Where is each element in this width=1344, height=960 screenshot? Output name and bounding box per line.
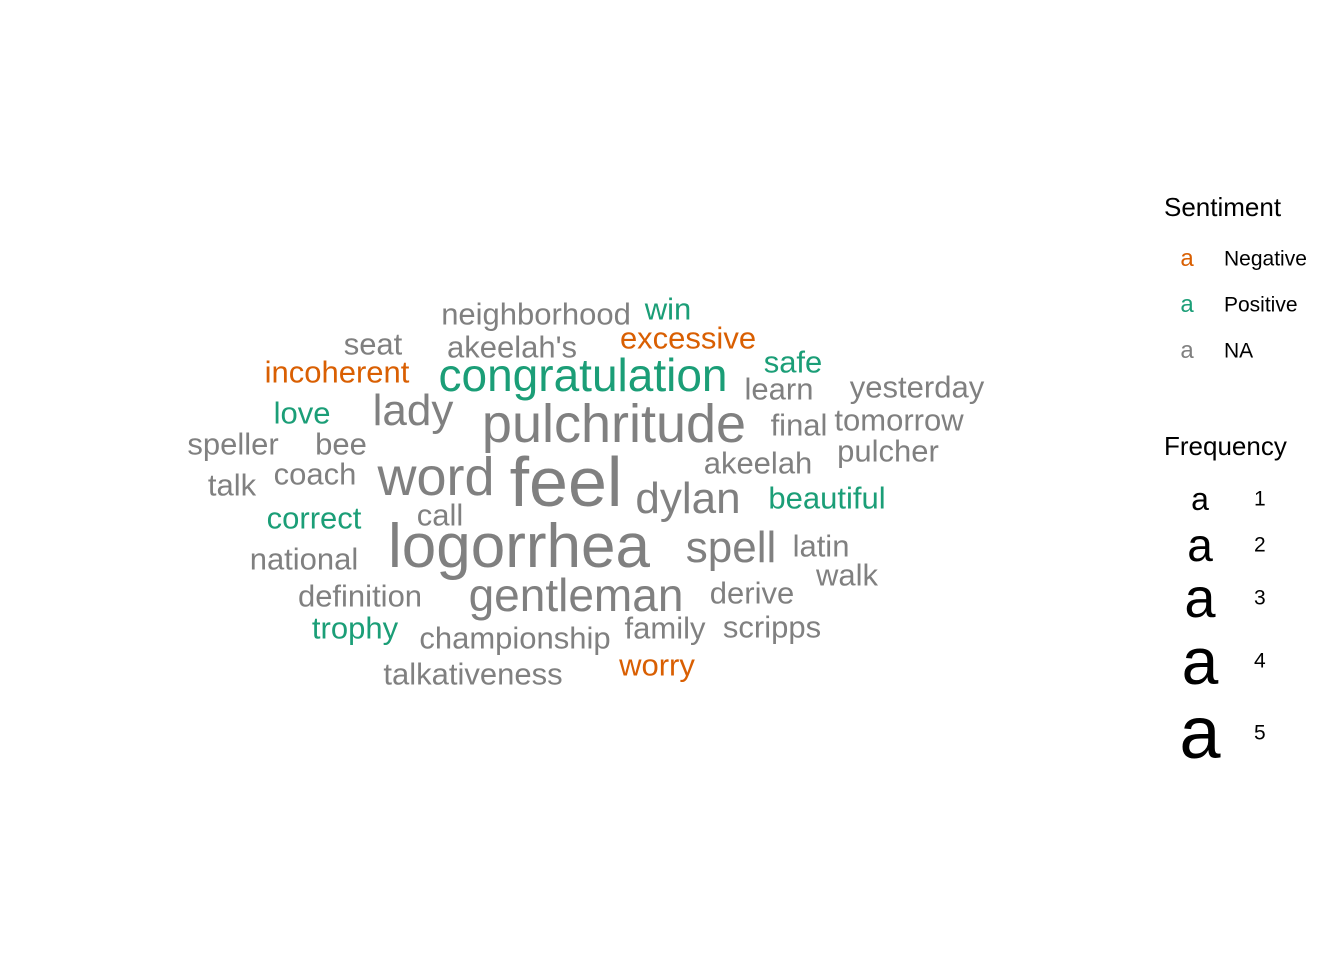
word-pulcher: pulcher xyxy=(837,433,939,469)
word-lady: lady xyxy=(372,386,454,435)
word-national: national xyxy=(249,541,359,577)
word-speller: speller xyxy=(187,426,279,462)
word-talkativeness: talkativeness xyxy=(383,656,563,692)
word-coach: coach xyxy=(273,456,357,492)
word-call: call xyxy=(416,497,464,533)
word-worry: worry xyxy=(619,647,695,683)
word-win: win xyxy=(644,291,692,327)
sentiment-legend-title: Sentiment xyxy=(1164,192,1282,222)
word-akeelah-s: akeelah's xyxy=(446,329,578,365)
sentiment-key-glyph: a xyxy=(1180,291,1194,318)
sentiment-key-label: Negative xyxy=(1224,247,1307,271)
word-derive: derive xyxy=(709,575,795,611)
word-incoherent: incoherent xyxy=(264,354,410,390)
word-bee: bee xyxy=(315,426,367,462)
frequency-legend-title: Frequency xyxy=(1164,431,1287,461)
word-safe: safe xyxy=(763,344,823,380)
word-neighborhood: neighborhood xyxy=(441,296,631,332)
frequency-key-glyph: a xyxy=(1191,481,1209,517)
frequency-key-label: 1 xyxy=(1254,487,1266,511)
frequency-key-glyph: a xyxy=(1184,566,1216,629)
sentiment-key-label: Positive xyxy=(1224,293,1298,317)
word-feel: feel xyxy=(509,443,623,521)
word-gentleman: gentleman xyxy=(468,569,684,621)
frequency-key-label: 5 xyxy=(1254,721,1266,745)
word-beautiful: beautiful xyxy=(768,480,886,516)
word-definition: definition xyxy=(297,578,423,614)
word-family: family xyxy=(624,610,706,646)
sentiment-key-label: NA xyxy=(1224,339,1254,363)
word-yesterday: yesterday xyxy=(849,369,985,405)
word-word: word xyxy=(377,447,495,507)
word-latin: latin xyxy=(792,528,850,564)
word-akeelah: akeelah xyxy=(703,445,813,481)
legend: Sentiment a Negative a Positive a NA Frequenc… xyxy=(1150,0,1340,960)
frequency-key-glyph: a xyxy=(1187,519,1213,571)
frequency-key-label: 2 xyxy=(1254,533,1266,557)
word-pulchritude: pulchritude xyxy=(481,394,747,454)
word-love: love xyxy=(273,395,331,431)
word-tomorrow: tomorrow xyxy=(834,402,964,438)
word-dylan: dylan xyxy=(635,474,741,523)
word-scripps: scripps xyxy=(722,609,822,645)
word-excessive: excessive xyxy=(619,320,757,356)
word-talk: talk xyxy=(207,467,257,503)
frequency-key-label: 3 xyxy=(1254,586,1266,610)
word-cloud: feel logorrhea word pulchritude congratulati… xyxy=(187,291,985,692)
word-seat: seat xyxy=(343,326,403,362)
word-walk: walk xyxy=(815,557,879,593)
sentiment-key-glyph: a xyxy=(1180,337,1194,364)
sentiment-key-glyph: a xyxy=(1180,245,1194,272)
word-logorrhea: logorrhea xyxy=(388,512,650,581)
word-correct: correct xyxy=(266,500,362,536)
word-trophy: trophy xyxy=(311,610,399,646)
frequency-key-glyph: a xyxy=(1181,624,1219,698)
word-congratulation: congratulation xyxy=(438,349,728,401)
word-championship: championship xyxy=(419,620,611,656)
word-final: final xyxy=(770,407,828,443)
frequency-key-glyph: a xyxy=(1179,691,1221,774)
frequency-key-label: 4 xyxy=(1254,649,1266,673)
word-spell: spell xyxy=(685,523,777,572)
word-learn: learn xyxy=(744,371,814,407)
